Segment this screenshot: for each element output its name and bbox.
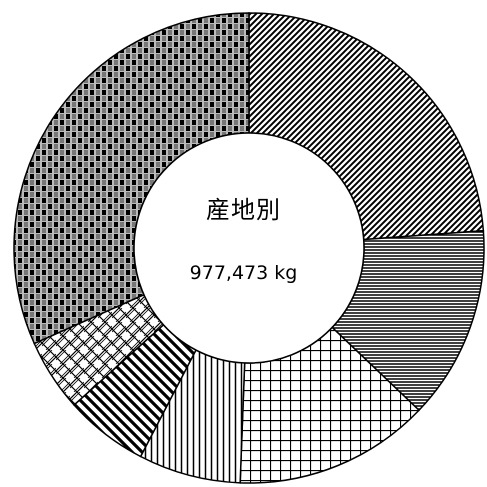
total-label: 977,473 kg [189,262,298,284]
donut-hole [133,132,365,364]
slices-group [13,12,485,484]
center-label: 産地別 [206,196,281,224]
